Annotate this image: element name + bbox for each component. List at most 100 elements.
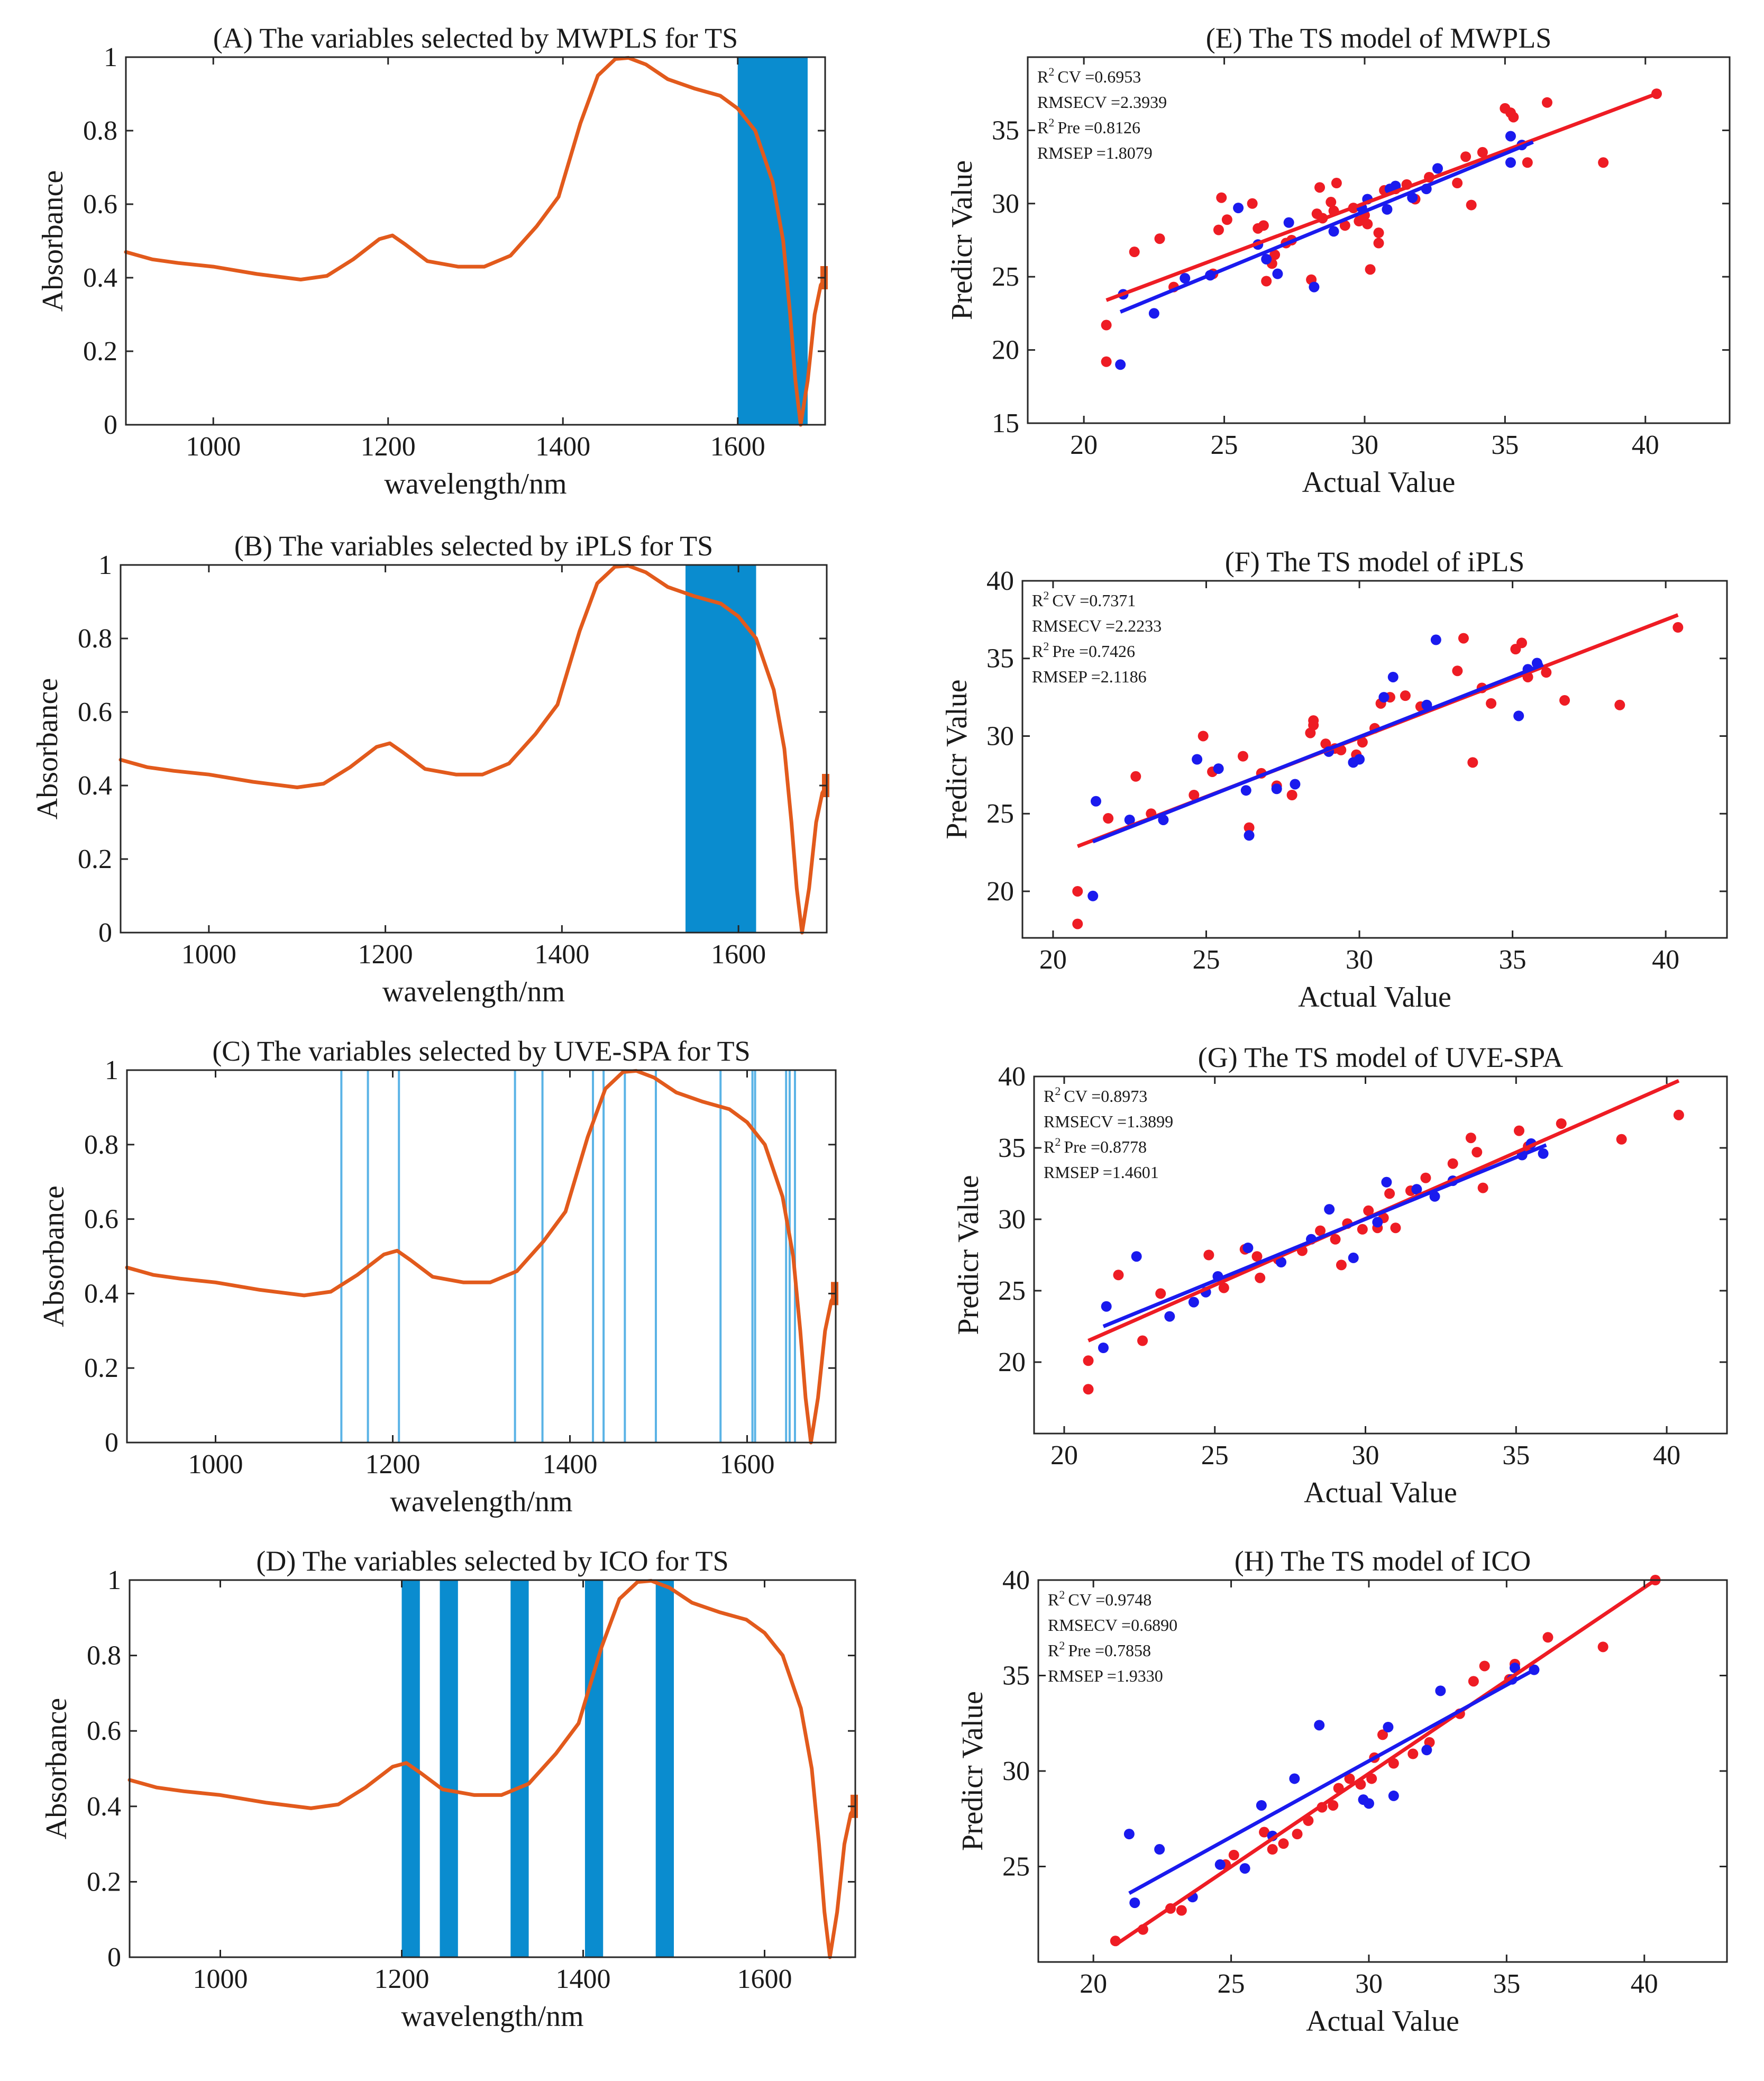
- superscript-two: 2: [1059, 1639, 1065, 1652]
- calibration-point: [1072, 918, 1083, 929]
- y-tick-label: 30: [986, 721, 1014, 751]
- y-axis-label: Absorbance: [40, 1698, 73, 1839]
- prediction-point: [1271, 783, 1282, 795]
- x-tick-label: 1400: [556, 1964, 611, 1994]
- prediction-point: [1276, 1257, 1287, 1267]
- prediction-point: [1381, 1176, 1392, 1188]
- calibration-point: [1514, 1125, 1524, 1136]
- calibration-point: [1083, 1355, 1094, 1366]
- prediction-point: [1290, 779, 1301, 790]
- calibration-point: [1255, 1272, 1266, 1283]
- x-tick-label: 1200: [365, 1449, 421, 1480]
- calibration-point: [1261, 276, 1272, 287]
- prediction-point: [1324, 1204, 1335, 1215]
- stat-label-3: RMSEP =1.9330: [1048, 1666, 1163, 1685]
- x-axis-label: Actual Value: [1306, 2005, 1459, 2038]
- x-axis-label: Actual Value: [1302, 466, 1456, 499]
- prediction-point: [1272, 268, 1283, 279]
- stat-label-3: RMSEP =1.8079: [1037, 143, 1153, 162]
- x-tick-label: 40: [1653, 1440, 1680, 1471]
- axes-frame: [120, 564, 828, 934]
- x-tick-label: 30: [1346, 945, 1373, 975]
- y-tick-label: 30: [1002, 1756, 1030, 1786]
- calibration-point: [1213, 224, 1224, 235]
- calibration-point: [1258, 220, 1269, 231]
- prediction-fit-line: [1119, 140, 1534, 314]
- calibration-point: [1468, 1676, 1479, 1687]
- x-tick-label: 35: [1493, 1969, 1520, 1999]
- prediction-point: [1430, 634, 1441, 645]
- calibration-point: [1101, 320, 1112, 331]
- prediction-point: [1505, 157, 1516, 168]
- prediction-point: [1098, 1343, 1109, 1353]
- r-squared-symbol: R: [1032, 642, 1044, 661]
- calibration-point: [1363, 1205, 1374, 1216]
- prediction-point: [1090, 796, 1101, 807]
- calibration-point: [1247, 198, 1258, 209]
- calibration-point: [1541, 97, 1552, 108]
- stat-value: Pre =0.7426: [1052, 642, 1135, 661]
- calibration-point: [1366, 1773, 1377, 1784]
- prediction-point: [1240, 785, 1251, 796]
- y-tick-label: 0.4: [83, 263, 117, 293]
- calibration-point: [1072, 886, 1083, 897]
- calibration-point: [1467, 757, 1478, 768]
- chart-title: (G) The TS model of UVE-SPA: [1198, 1042, 1564, 1073]
- x-tick-label: 30: [1352, 1440, 1379, 1471]
- prediction-point: [1087, 890, 1099, 901]
- y-tick-label: 30: [998, 1204, 1026, 1235]
- calibration-point: [1328, 1800, 1339, 1811]
- chart-title: (D) The variables selected by ICO for TS: [256, 1545, 728, 1577]
- prediction-fit-line: [1128, 1668, 1535, 1895]
- stat-label-2: R2 Pre =0.8126: [1037, 116, 1140, 137]
- stat-label-3: RMSEP =1.4601: [1044, 1163, 1159, 1182]
- x-tick-label: 1600: [710, 432, 765, 462]
- r-squared-symbol: R: [1032, 591, 1044, 610]
- stat-value: Pre =0.7858: [1068, 1641, 1151, 1660]
- superscript-two: 2: [1059, 1588, 1065, 1601]
- x-tick-label: 30: [1351, 430, 1378, 460]
- x-tick-label: 25: [1211, 430, 1238, 460]
- calibration-fit-line: [1105, 92, 1658, 302]
- calibration-point: [1616, 1134, 1627, 1145]
- y-tick-label: 1: [104, 42, 117, 72]
- stat-value: CV =0.6953: [1057, 67, 1141, 86]
- calibration-point: [1331, 178, 1342, 189]
- axes-frame: [1027, 56, 1731, 424]
- prediction-point: [1188, 1297, 1199, 1308]
- calibration-point: [1466, 199, 1477, 211]
- y-axis-label: Predicr Value: [946, 160, 979, 320]
- chart-title: (A) The variables selected by MWPLS for …: [213, 22, 738, 54]
- calibration-point: [1130, 771, 1141, 782]
- y-tick-label: 0.2: [87, 1867, 121, 1897]
- calibration-point: [1203, 1249, 1214, 1261]
- prediction-point: [1123, 1829, 1135, 1840]
- calibration-point: [1541, 667, 1552, 678]
- calibration-point: [1198, 731, 1209, 742]
- chart-title: (F) The TS model of iPLS: [1225, 546, 1525, 578]
- y-tick-label: 20: [998, 1347, 1026, 1377]
- y-tick-label: 25: [986, 799, 1014, 829]
- spectrum-line: [125, 1069, 838, 1445]
- calibration-point: [1486, 698, 1497, 709]
- x-tick-label: 1000: [193, 1964, 248, 1994]
- y-tick-label: 0: [98, 918, 112, 948]
- panel-D: 1000 1200 1400 1600 0 0.2 0.4 0.6 0.8 1 (D) The va…: [40, 1545, 858, 2033]
- prediction-point: [1261, 253, 1272, 264]
- r-squared-symbol: R: [1048, 1641, 1059, 1660]
- x-tick-label: 1000: [188, 1449, 243, 1480]
- x-axis-label: Actual Value: [1298, 981, 1451, 1014]
- chart-title: (B) The variables selected by iPLS for T…: [234, 530, 713, 562]
- chart-title: (H) The TS model of ICO: [1235, 1545, 1531, 1577]
- axes-frame: [1037, 1579, 1728, 1963]
- calibration-point: [1672, 622, 1684, 633]
- calibration-point: [1400, 690, 1411, 701]
- prediction-point: [1388, 1790, 1399, 1801]
- r-squared-symbol: R: [1044, 1087, 1055, 1106]
- axes-frame: [129, 1579, 856, 1958]
- x-tick-label: 20: [1080, 1969, 1107, 1999]
- y-tick-label: 35: [998, 1133, 1026, 1163]
- y-axis-label: Absorbance: [38, 1185, 70, 1327]
- axes-frame: [1021, 580, 1728, 939]
